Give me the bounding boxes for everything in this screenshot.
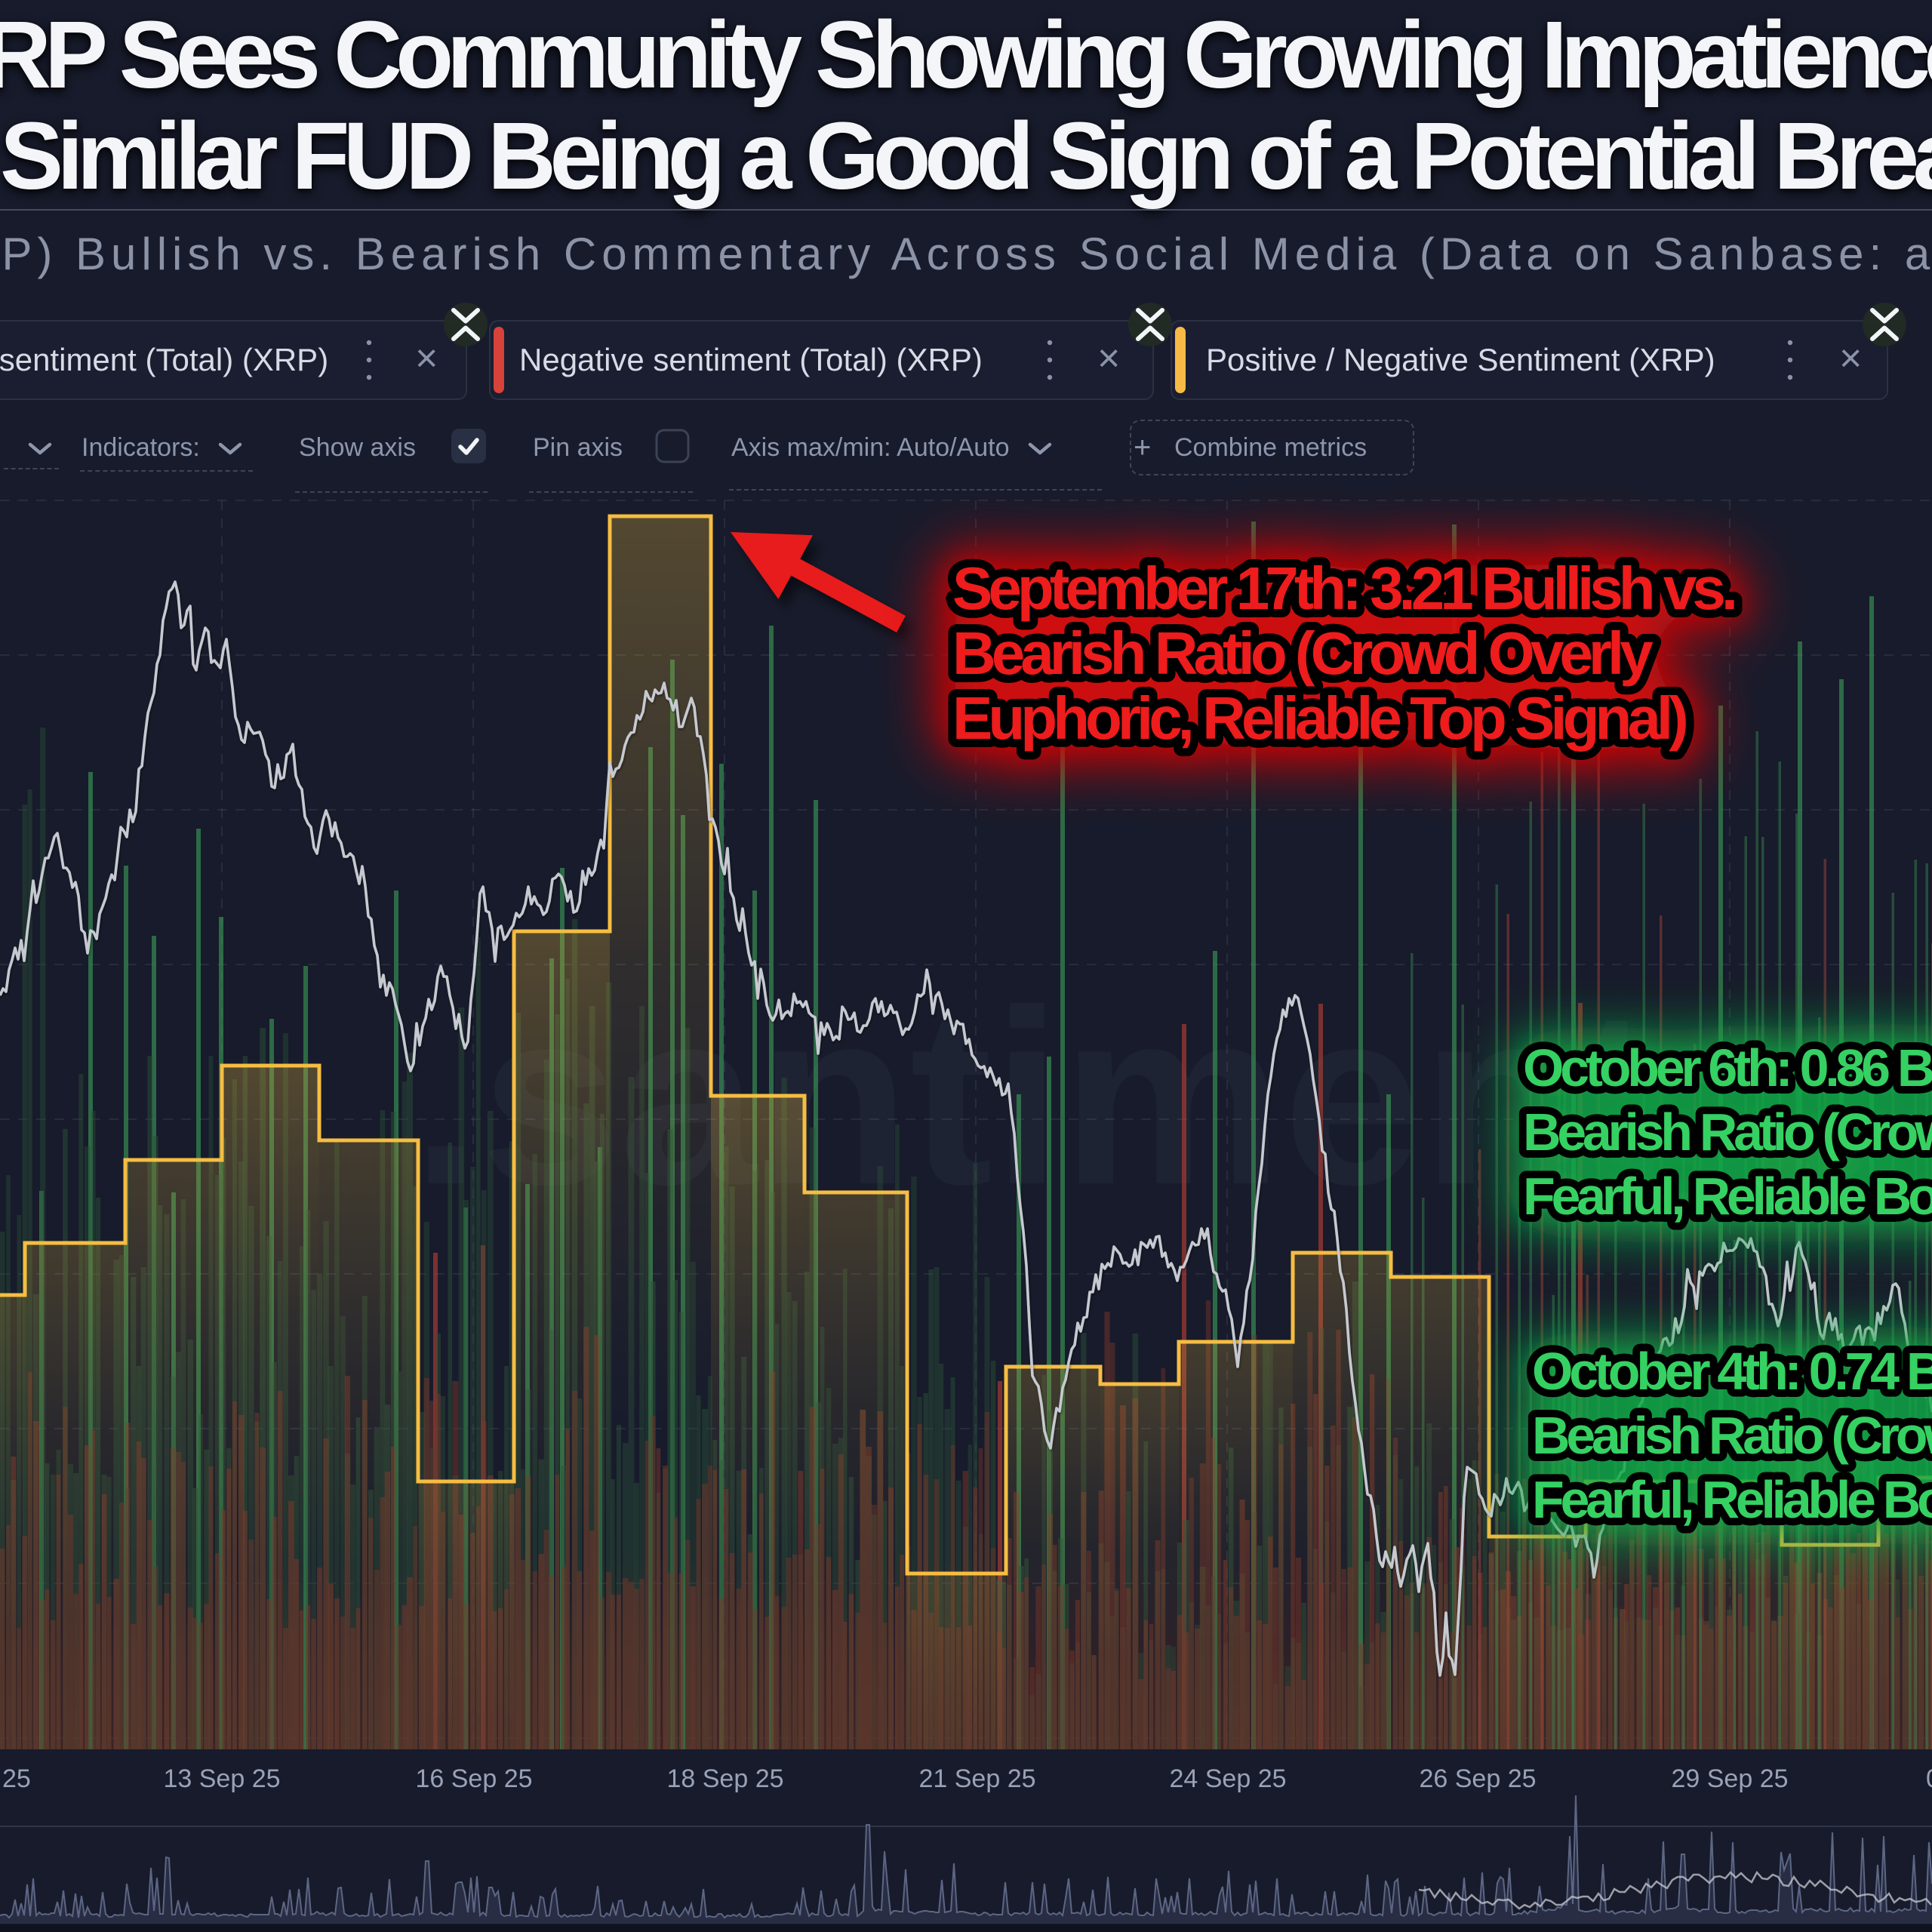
svg-text:Bearish Ratio (Crowd Overly: Bearish Ratio (Crowd Overly <box>1532 1406 1932 1465</box>
svg-text:October 6th: 0.86 Bullish vs.: October 6th: 0.86 Bullish vs. <box>1523 1038 1932 1097</box>
svg-text:25: 25 <box>2 1764 31 1793</box>
svg-text:Bearish Ratio (Crowd Overly: Bearish Ratio (Crowd Overly <box>1523 1103 1932 1161</box>
svg-text:Fearful, Reliable Bottom Signa: Fearful, Reliable Bottom Signal) <box>1523 1167 1932 1226</box>
svg-text:Fearful, Reliable Bottom Signa: Fearful, Reliable Bottom Signal) <box>1532 1470 1932 1529</box>
svg-text:18 Sep 25: 18 Sep 25 <box>666 1764 783 1793</box>
svg-text:26 Sep 25: 26 Sep 25 <box>1419 1764 1536 1793</box>
svg-text:Euphoric, Reliable Top Signal): Euphoric, Reliable Top Signal) <box>952 685 1686 752</box>
svg-text:16 Sep 25: 16 Sep 25 <box>415 1764 532 1793</box>
svg-text:21 Sep 25: 21 Sep 25 <box>918 1764 1035 1793</box>
svg-text:29 Sep 25: 29 Sep 25 <box>1671 1764 1788 1793</box>
svg-text:24 Sep 25: 24 Sep 25 <box>1169 1764 1286 1793</box>
svg-text:September 17th: 3.21 Bullish v: September 17th: 3.21 Bullish vs. <box>952 555 1734 622</box>
svg-text:0: 0 <box>1926 1764 1932 1793</box>
svg-text:October 4th: 0.74 Bullish vs.: October 4th: 0.74 Bullish vs. <box>1532 1342 1932 1401</box>
svg-text:Bearish Ratio (Crowd Overly: Bearish Ratio (Crowd Overly <box>952 620 1654 687</box>
svg-text:13 Sep 25: 13 Sep 25 <box>163 1764 280 1793</box>
